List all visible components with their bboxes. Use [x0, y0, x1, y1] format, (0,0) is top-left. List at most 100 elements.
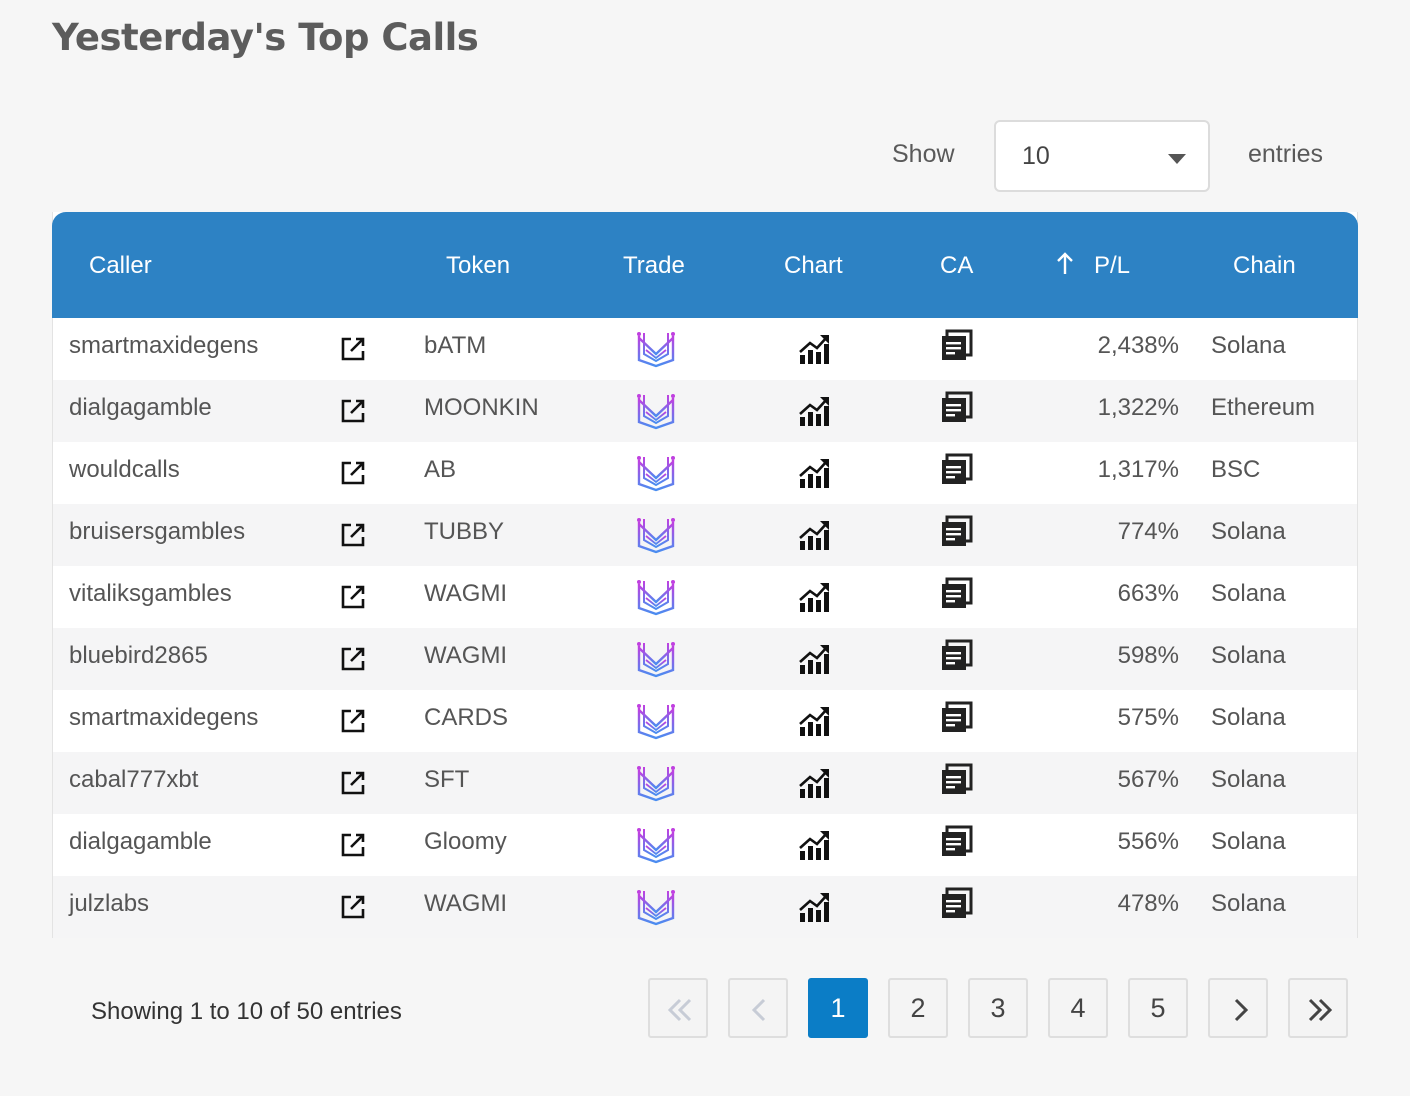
trade-logo-icon[interactable] [636, 330, 676, 368]
external-link-icon[interactable] [340, 708, 366, 734]
external-link-icon[interactable] [340, 646, 366, 672]
page-title: Yesterday's Top Calls [52, 16, 479, 59]
trade-logo-icon[interactable] [636, 702, 676, 740]
trade-logo-icon[interactable] [636, 454, 676, 492]
chain-name: Solana [1211, 828, 1286, 855]
double-chevron-left-icon [667, 998, 692, 1022]
column-header-chart[interactable]: Chart [784, 252, 843, 279]
chart-icon[interactable] [798, 395, 830, 427]
table-row: bluebird2865 WAGMI [53, 628, 1357, 690]
copy-address-icon[interactable] [940, 577, 973, 610]
trade-logo-icon[interactable] [636, 578, 676, 616]
trade-logo-icon[interactable] [636, 516, 676, 554]
table-info: Showing 1 to 10 of 50 entries [91, 998, 402, 1025]
profit-loss: 556% [1117, 828, 1179, 855]
copy-address-icon[interactable] [940, 453, 973, 486]
chart-icon[interactable] [798, 767, 830, 799]
profit-loss: 2,438% [1097, 332, 1179, 359]
chart-icon[interactable] [798, 333, 830, 365]
sort-arrow-up-icon[interactable] [1055, 250, 1075, 278]
double-chevron-right-icon [1308, 998, 1333, 1022]
profit-loss: 478% [1117, 890, 1179, 917]
token-symbol: Gloomy [424, 828, 507, 855]
token-symbol: MOONKIN [424, 394, 539, 421]
copy-address-icon[interactable] [940, 701, 973, 734]
external-link-icon[interactable] [340, 894, 366, 920]
chart-icon[interactable] [798, 705, 830, 737]
trade-logo-icon[interactable] [636, 764, 676, 802]
external-link-icon[interactable] [340, 522, 366, 548]
page-button-2[interactable]: 2 [888, 978, 948, 1038]
caret-down-icon [1168, 154, 1186, 164]
trade-logo-icon[interactable] [636, 888, 676, 926]
token-symbol: WAGMI [424, 580, 508, 607]
column-header-chain[interactable]: Chain [1233, 252, 1296, 279]
external-link-icon[interactable] [340, 584, 366, 610]
page-button-3[interactable]: 3 [968, 978, 1028, 1038]
table-row: dialgagamble MOONKIN [53, 380, 1357, 442]
page-button-5[interactable]: 5 [1128, 978, 1188, 1038]
trade-logo-icon[interactable] [636, 392, 676, 430]
caller-name[interactable]: wouldcalls [69, 456, 180, 483]
chain-name: BSC [1211, 456, 1261, 483]
copy-address-icon[interactable] [940, 763, 973, 796]
previous-page-button[interactable] [728, 978, 788, 1038]
caller-name[interactable]: smartmaxidegens [69, 332, 259, 359]
entries-per-page-select[interactable]: 10 [994, 120, 1210, 192]
copy-address-icon[interactable] [940, 887, 973, 920]
table-row: julzlabs WAGMI [53, 876, 1357, 938]
caller-name[interactable]: bruisersgambles [69, 518, 246, 545]
token-symbol: CARDS [424, 704, 509, 731]
token-symbol: bATM [424, 332, 487, 359]
profit-loss: 774% [1117, 518, 1179, 545]
column-header-token[interactable]: Token [446, 252, 511, 279]
chart-icon[interactable] [798, 581, 830, 613]
calls-table: Caller Token Trade Chart CA P/L Chain sm… [52, 212, 1358, 938]
trade-logo-icon[interactable] [636, 640, 676, 678]
page-button-1[interactable]: 1 [808, 978, 868, 1038]
profit-loss: 575% [1117, 704, 1179, 731]
token-symbol: WAGMI [424, 642, 508, 669]
chart-icon[interactable] [798, 457, 830, 489]
chart-icon[interactable] [798, 891, 830, 923]
column-header-caller[interactable]: Caller [89, 252, 152, 279]
chart-icon[interactable] [798, 519, 830, 551]
trade-logo-icon[interactable] [636, 826, 676, 864]
last-page-button[interactable] [1288, 978, 1348, 1038]
external-link-icon[interactable] [340, 460, 366, 486]
table-row: wouldcalls AB [53, 442, 1357, 504]
column-header-pl[interactable]: P/L [1094, 252, 1131, 279]
copy-address-icon[interactable] [940, 515, 973, 548]
first-page-button[interactable] [648, 978, 708, 1038]
external-link-icon[interactable] [340, 336, 366, 362]
caller-name[interactable]: dialgagamble [69, 828, 212, 855]
token-symbol: TUBBY [424, 518, 505, 545]
copy-address-icon[interactable] [940, 825, 973, 858]
external-link-icon[interactable] [340, 398, 366, 424]
profit-loss: 1,317% [1097, 456, 1179, 483]
entries-label: entries [1248, 140, 1324, 168]
caller-name[interactable]: julzlabs [69, 890, 150, 917]
column-header-ca[interactable]: CA [940, 252, 974, 279]
next-page-button[interactable] [1208, 978, 1268, 1038]
caller-name[interactable]: cabal777xbt [69, 766, 199, 793]
external-link-icon[interactable] [340, 832, 366, 858]
external-link-icon[interactable] [340, 770, 366, 796]
chart-icon[interactable] [798, 829, 830, 861]
caller-name[interactable]: vitaliksgambles [69, 580, 232, 607]
copy-address-icon[interactable] [940, 639, 973, 672]
column-header-trade[interactable]: Trade [623, 252, 685, 279]
copy-address-icon[interactable] [940, 391, 973, 424]
table-row: smartmaxidegens CARDS [53, 690, 1357, 752]
copy-address-icon[interactable] [940, 329, 973, 362]
caller-name[interactable]: bluebird2865 [69, 642, 208, 669]
token-symbol: SFT [424, 766, 470, 793]
page-button-4[interactable]: 4 [1048, 978, 1108, 1038]
length-menu: Show 10 entries [0, 120, 1410, 192]
chain-name: Solana [1211, 766, 1286, 793]
caller-name[interactable]: smartmaxidegens [69, 704, 259, 731]
caller-name[interactable]: dialgagamble [69, 394, 212, 421]
show-label: Show [892, 140, 955, 168]
chart-icon[interactable] [798, 643, 830, 675]
